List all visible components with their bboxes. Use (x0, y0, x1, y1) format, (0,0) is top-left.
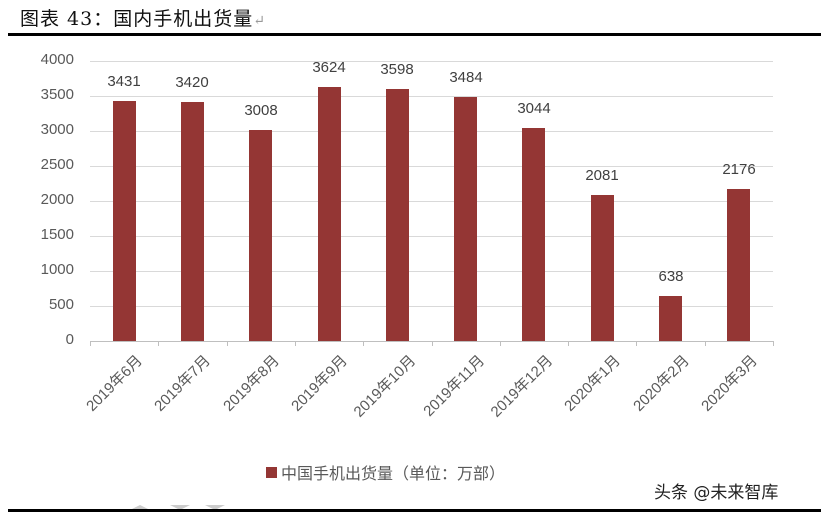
data-label: 2176 (722, 161, 756, 178)
data-label: 3420 (175, 74, 209, 91)
bar (318, 87, 341, 341)
x-tick (158, 341, 159, 346)
data-label: 3044 (517, 100, 551, 117)
gridline (90, 96, 773, 97)
x-tick (227, 341, 228, 346)
x-tick (568, 341, 569, 346)
data-label: 3624 (312, 59, 346, 76)
gridline (90, 201, 773, 202)
data-label: 2081 (585, 167, 619, 184)
top-rule (8, 33, 821, 36)
bottom-rule (8, 509, 821, 512)
y-tick-label: 0 (65, 331, 74, 348)
y-tick-label: 500 (48, 296, 74, 313)
y-tick-label: 2500 (40, 156, 74, 173)
gridline (90, 166, 773, 167)
legend-swatch-icon (266, 466, 277, 478)
x-tick-label: 2019年9月 (288, 352, 351, 415)
x-tick (363, 341, 364, 346)
y-tick-label: 4000 (40, 51, 74, 68)
legend-label: 中国手机出货量（单位：万部） (281, 464, 506, 483)
x-tick-label: 2020年1月 (561, 352, 624, 415)
bar (113, 101, 136, 341)
x-tick (636, 341, 637, 346)
x-tick (295, 341, 296, 346)
bar (727, 189, 750, 341)
x-axis (90, 341, 773, 342)
data-label: 3598 (380, 61, 414, 78)
figure-title: 图表 43：国内手机出货量↵ (20, 4, 266, 31)
watermark: 头条 @未来智库 (654, 483, 779, 503)
y-tick-label: 3500 (40, 86, 74, 103)
return-mark-icon: ↵ (253, 13, 266, 29)
y-tick-label: 1000 (40, 261, 74, 278)
figure-title-text: 图表 43：国内手机出货量 (20, 8, 254, 30)
gridline (90, 236, 773, 237)
data-label: 638 (658, 268, 684, 285)
gridline (90, 271, 773, 272)
legend: 中国手机出货量（单位：万部） (266, 460, 505, 484)
data-label: 3008 (244, 102, 278, 119)
bar (591, 195, 614, 341)
y-tick-label: 1500 (40, 226, 74, 243)
decorative-arrows-icon (130, 505, 225, 510)
data-label: 3431 (107, 73, 141, 90)
x-tick-label: 2019年11月 (420, 352, 489, 420)
bar (249, 130, 272, 341)
x-tick (432, 341, 433, 346)
x-tick-label: 2020年2月 (630, 352, 693, 415)
bar (386, 89, 409, 341)
x-tick-label: 2019年10月 (350, 352, 420, 421)
gridline (90, 61, 773, 62)
y-tick-label: 3000 (40, 121, 74, 138)
x-tick-label: 2019年8月 (220, 352, 283, 415)
gridline (90, 306, 773, 307)
gridline (90, 131, 773, 132)
bar (181, 102, 204, 341)
x-tick-label: 2019年12月 (487, 352, 557, 421)
bar (659, 296, 682, 341)
bar (454, 97, 477, 341)
x-tick (773, 341, 774, 346)
y-tick-label: 2000 (40, 191, 74, 208)
x-tick (90, 341, 91, 346)
x-tick-label: 2019年7月 (151, 352, 214, 415)
data-label: 3484 (449, 69, 483, 86)
x-tick-label: 2020年3月 (698, 352, 761, 415)
x-tick-label: 2019年6月 (83, 352, 146, 415)
x-tick (500, 341, 501, 346)
x-tick (705, 341, 706, 346)
bar (522, 128, 545, 341)
